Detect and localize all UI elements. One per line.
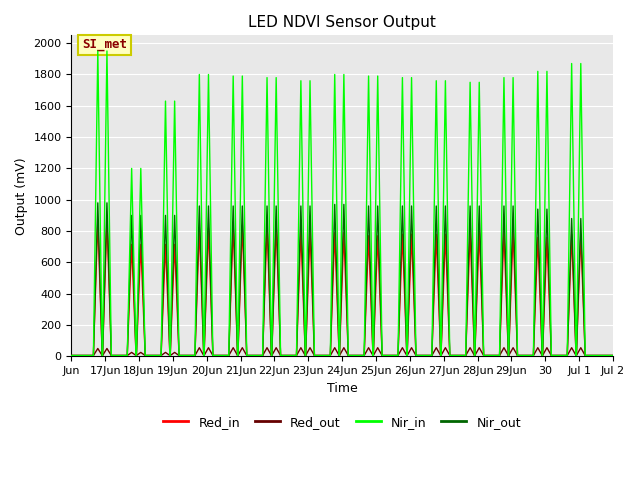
Red_in (496, 353, 504, 359)
Red_out (509, 345, 517, 350)
Red_in (509, 228, 517, 234)
Red_out (195, 345, 203, 350)
Nir_out (467, 203, 474, 209)
Line: Nir_out: Nir_out (72, 203, 613, 356)
Red_out (609, 353, 617, 359)
Nir_in (609, 353, 617, 359)
Red_out (467, 345, 474, 350)
Line: Nir_in: Nir_in (72, 51, 613, 356)
Nir_in (496, 353, 504, 359)
Nir_in (394, 353, 402, 359)
Nir_out (394, 353, 402, 359)
Nir_in (500, 75, 508, 81)
Text: SI_met: SI_met (82, 38, 127, 51)
Legend: Red_in, Red_out, Nir_in, Nir_out: Red_in, Red_out, Nir_in, Nir_out (159, 411, 526, 434)
Nir_out (480, 353, 488, 359)
Red_out (68, 353, 76, 359)
Nir_out (496, 353, 504, 359)
Nir_in (509, 75, 517, 81)
Red_out (500, 345, 508, 350)
Red_in (94, 217, 102, 223)
Red_out (394, 353, 402, 359)
Red_in (609, 353, 617, 359)
Title: LED NDVI Sensor Output: LED NDVI Sensor Output (248, 15, 436, 30)
Nir_out (68, 353, 76, 359)
Red_in (68, 353, 76, 359)
Line: Red_out: Red_out (72, 348, 613, 356)
Nir_out (94, 200, 102, 206)
Red_in (480, 353, 488, 359)
Red_in (394, 353, 402, 359)
Red_out (496, 353, 504, 359)
Line: Red_in: Red_in (72, 220, 613, 356)
Nir_in (94, 48, 102, 54)
Red_in (500, 228, 508, 234)
Nir_in (467, 79, 474, 85)
X-axis label: Time: Time (327, 382, 358, 395)
Nir_out (609, 353, 617, 359)
Red_out (480, 353, 488, 359)
Red_in (467, 228, 474, 234)
Y-axis label: Output (mV): Output (mV) (15, 157, 28, 235)
Nir_out (500, 203, 508, 209)
Nir_in (68, 353, 76, 359)
Nir_out (509, 203, 517, 209)
Nir_in (480, 353, 488, 359)
